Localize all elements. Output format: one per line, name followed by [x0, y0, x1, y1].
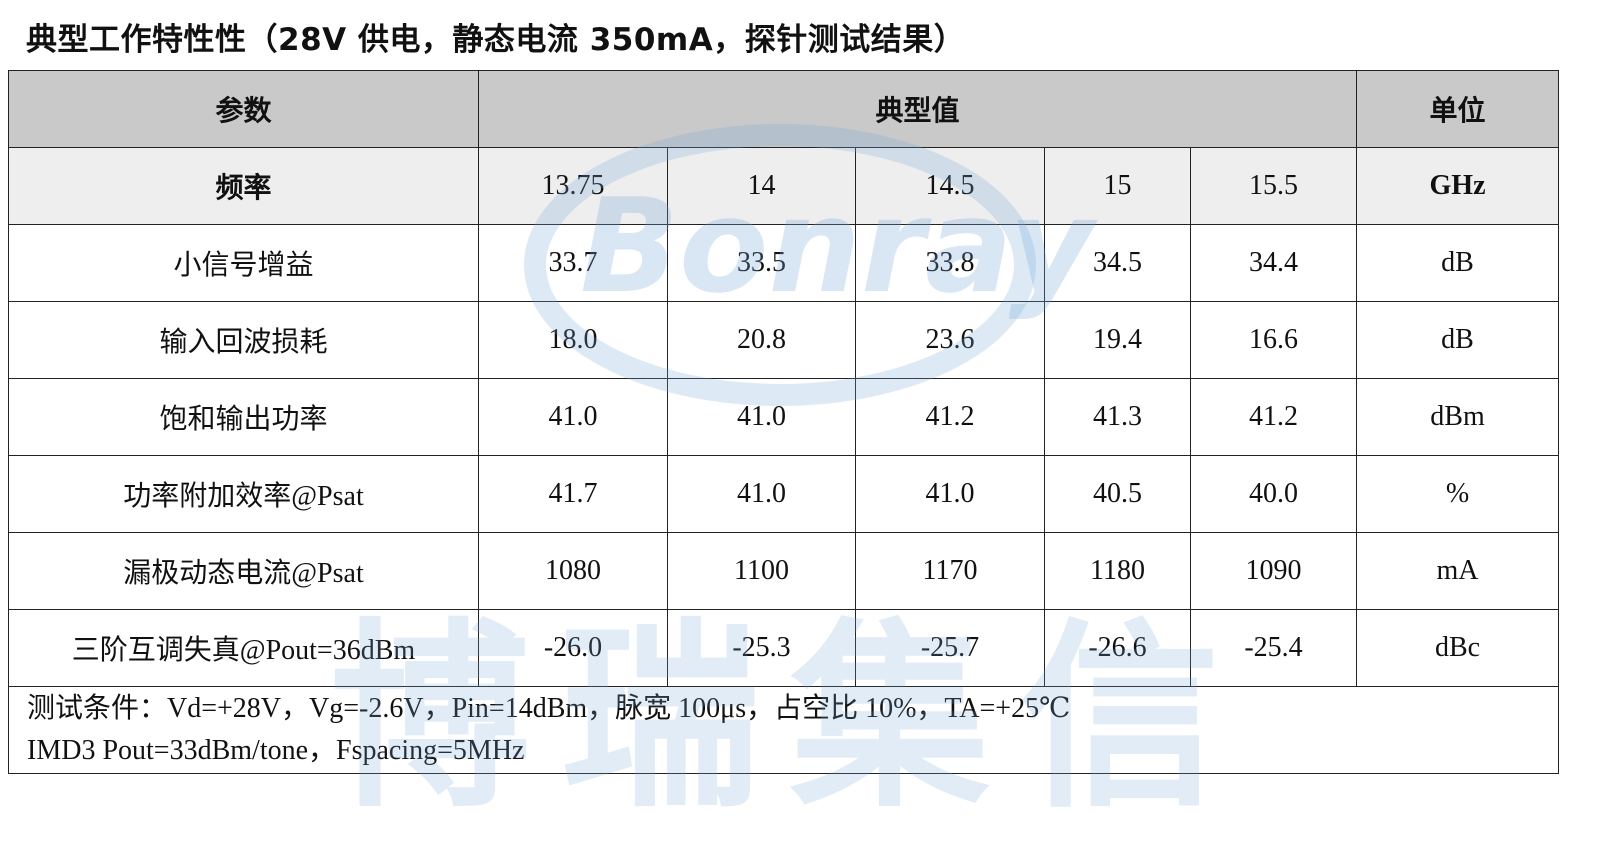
value-cell: 1100 — [667, 532, 856, 610]
value-cell: 1080 — [478, 532, 668, 610]
frequency-cell: 14 — [667, 147, 856, 225]
value-cell: 34.5 — [1044, 224, 1191, 302]
value-cell: 41.0 — [667, 378, 856, 456]
frequency-cell: 15 — [1044, 147, 1191, 225]
header-cell: 典型值 — [477, 70, 1358, 148]
row-label: 三阶互调失真@Pout=36dBm — [8, 609, 479, 687]
frequency-row: 频率 13.75 14 14.5 15 15.5 GHz — [8, 147, 1560, 225]
header-cell: 参数 — [8, 70, 479, 148]
header-cell: 单位 — [1356, 70, 1560, 148]
row-label: 输入回波损耗 — [8, 301, 479, 379]
row-label: 频率 — [8, 147, 479, 225]
unit-cell: dBm — [1356, 378, 1560, 456]
value-cell: 33.5 — [667, 224, 856, 302]
value-cell: 34.4 — [1189, 224, 1358, 302]
notes-row: 测试条件：Vd=+28V，Vg=-2.6V，Pin=14dBm，脉宽 100μs… — [7, 686, 1560, 774]
value-cell: 23.6 — [855, 301, 1045, 379]
header-row: 参数 典型值 单位 — [8, 70, 1560, 148]
unit-cell: dB — [1356, 301, 1560, 379]
table-body: 参数 典型值 单位 频率 13.75 14 14.5 15 15.5 GHz 小信号增益 33.7 33… — [7, 70, 1560, 774]
note-line: IMD3 Pout=33dBm/tone，Fspacing=5MHz — [27, 735, 525, 766]
value-cell: -25.3 — [667, 609, 856, 687]
value-cell: 41.3 — [1044, 378, 1191, 456]
value-cell: 1170 — [855, 532, 1045, 610]
value-cell: -26.6 — [1044, 609, 1191, 687]
value-cell: 41.2 — [855, 378, 1045, 456]
value-cell: 18.0 — [478, 301, 668, 379]
value-cell: 41.0 — [855, 455, 1045, 533]
value-cell: 19.4 — [1044, 301, 1191, 379]
value-cell: 20.8 — [667, 301, 856, 379]
note-line: 测试条件：Vd=+28V，Vg=-2.6V，Pin=14dBm，脉宽 100μs… — [27, 693, 1071, 724]
unit-cell: GHz — [1356, 147, 1560, 225]
value-cell: 41.2 — [1189, 378, 1358, 456]
value-cell: 41.0 — [478, 378, 668, 456]
data-row: 三阶互调失真@Pout=36dBm -26.0 -25.3 -25.7 -26.6 -25… — [8, 609, 1560, 687]
document: 典型工作特性性（28V 供电，静态电流 350mA，探针测试结果） 参数 典型值单… — [7, 22, 1560, 835]
unit-cell: mA — [1356, 532, 1560, 610]
data-row: 小信号增益 33.7 33.5 33.8 34.5 34.4 dB — [8, 224, 1560, 302]
data-row: 漏极动态电流@Psat 1080 1100 1170 1180 1090 mA — [8, 532, 1560, 610]
unit-cell: dB — [1356, 224, 1560, 302]
value-cell: 16.6 — [1189, 301, 1358, 379]
row-label: 饱和输出功率 — [8, 378, 479, 456]
row-label: 小信号增益 — [8, 224, 479, 302]
page: {"title": "典型工作特性性（28V 供电，静态电流 350mA，探针测… — [7, 22, 1560, 835]
value-cell: 40.0 — [1189, 455, 1358, 533]
data-row: 功率附加效率@Psat 41.7 41.0 41.0 40.5 40.0% — [8, 455, 1560, 533]
frequency-cell: 15.5 — [1189, 147, 1358, 225]
unit-cell: % — [1356, 455, 1560, 533]
value-cell: 41.0 — [667, 455, 856, 533]
row-label: 漏极动态电流@Psat — [8, 532, 479, 610]
row-label: 功率附加效率@Psat — [8, 455, 479, 533]
data-row: 饱和输出功率 41.0 41.0 41.2 41.3 41.2 dBm — [8, 378, 1560, 456]
value-cell: 1090 — [1189, 532, 1358, 610]
notes-cell: 测试条件：Vd=+28V，Vg=-2.6V，Pin=14dBm，脉宽 100μs… — [7, 686, 1560, 774]
value-cell: 1180 — [1044, 532, 1191, 610]
value-cell: 33.7 — [478, 224, 668, 302]
value-cell: 33.8 — [855, 224, 1045, 302]
data-row: 输入回波损耗 18.0 20.8 23.6 19.4 16.6 dB — [8, 301, 1560, 379]
frequency-cell: 14.5 — [855, 147, 1045, 225]
frequency-cell: 13.75 — [478, 147, 668, 225]
title: 典型工作特性性（28V 供电，静态电流 350mA，探针测试结果） — [26, 22, 966, 58]
value-cell: -25.7 — [855, 609, 1045, 687]
value-cell: 40.5 — [1044, 455, 1191, 533]
value-cell: 41.7 — [478, 455, 668, 533]
spec-table: 参数 典型值 单位 频率 13.75 14 14.5 15 15.5 GHz 小信号增益 33.7 33… — [7, 70, 1560, 774]
value-cell: -26.0 — [478, 609, 668, 687]
value-cell: -25.4 — [1189, 609, 1358, 687]
unit-cell: dBc — [1356, 609, 1560, 687]
